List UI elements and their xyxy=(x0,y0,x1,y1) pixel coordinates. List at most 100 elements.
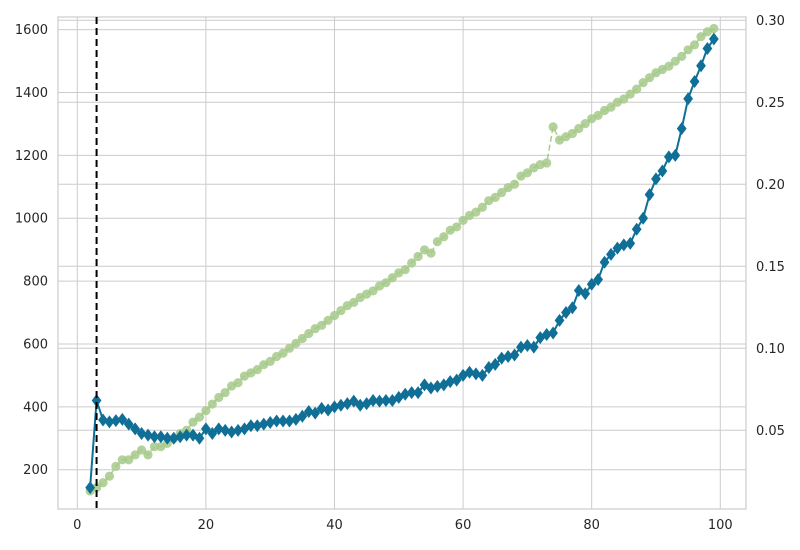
left-series-point xyxy=(168,431,179,445)
left-y-tick-label: 400 xyxy=(23,400,48,415)
left-series-point xyxy=(625,236,636,250)
right-series-point xyxy=(625,89,635,99)
left-series-point xyxy=(644,188,655,202)
right-series-point xyxy=(497,187,507,198)
right-series-point xyxy=(149,442,160,452)
left-series-point xyxy=(413,386,423,400)
right-series-point xyxy=(214,392,224,403)
x-tick-label: 40 xyxy=(326,518,343,533)
right-series-point xyxy=(381,278,391,288)
left-series-point xyxy=(503,350,513,364)
left-series-point xyxy=(252,419,263,433)
right-series-point xyxy=(509,179,520,189)
left-y-tick-labels: 200 400 600 800 1000 1200 1400 1600 xyxy=(15,23,48,478)
right-y-tick-label: 0.05 xyxy=(756,424,785,439)
left-y-tick-label: 1000 xyxy=(15,212,48,227)
left-series-point xyxy=(85,481,96,495)
left-series-point xyxy=(233,423,243,437)
right-series-point xyxy=(689,40,700,50)
left-series-point xyxy=(123,417,134,431)
left-series-point xyxy=(567,301,578,315)
right-series-point xyxy=(439,232,449,242)
left-series-point xyxy=(91,394,102,408)
right-series-point xyxy=(265,356,275,366)
left-series-point xyxy=(490,357,501,371)
left-series-point xyxy=(631,222,642,236)
right-series-point xyxy=(91,483,102,493)
left-series-point xyxy=(336,398,346,412)
left-y-tick-label: 200 xyxy=(23,463,48,478)
left-series-point xyxy=(130,422,141,436)
plot-background xyxy=(57,16,747,510)
left-series-point xyxy=(175,430,186,444)
right-series-point xyxy=(696,32,706,42)
left-series-point xyxy=(657,164,668,178)
right-series-point xyxy=(458,215,468,225)
left-series-point xyxy=(194,431,205,445)
left-series-point xyxy=(464,365,475,379)
left-series-point xyxy=(580,287,591,301)
left-series-point xyxy=(451,373,462,387)
right-series-point xyxy=(638,78,648,88)
left-series-point xyxy=(271,414,282,428)
left-series-point xyxy=(181,428,192,442)
left-series-point xyxy=(278,414,288,428)
right-y-tick-label: 0.20 xyxy=(756,178,785,193)
right-series-point xyxy=(111,461,121,471)
right-y-gridlines xyxy=(58,19,746,431)
left-series-point xyxy=(696,59,706,73)
left-series-point xyxy=(599,255,610,269)
left-y-tick-label: 800 xyxy=(23,275,48,290)
right-series-point xyxy=(471,207,481,217)
left-series-point xyxy=(297,409,308,423)
left-series-point xyxy=(496,351,507,365)
right-y-tick-label: 0.15 xyxy=(756,260,785,275)
left-series-point xyxy=(516,340,526,354)
left-series-point xyxy=(265,416,276,430)
left-series-point xyxy=(708,32,719,46)
right-series-point xyxy=(143,450,153,460)
right-series-point xyxy=(124,455,134,465)
x-tick-label: 20 xyxy=(198,518,215,533)
left-series-point xyxy=(670,148,681,162)
left-series-point xyxy=(310,406,321,420)
right-series-point xyxy=(297,333,307,344)
right-series-point xyxy=(329,310,340,321)
left-series-point xyxy=(432,379,443,393)
left-series-point xyxy=(117,412,128,426)
right-series-point xyxy=(284,343,295,353)
right-series-point xyxy=(304,328,314,339)
left-y-tick-label: 1400 xyxy=(15,86,48,101)
left-series-point xyxy=(316,401,327,415)
left-series-point xyxy=(509,348,520,362)
right-series-point xyxy=(104,471,115,481)
series-layer xyxy=(85,23,719,496)
right-y-tick-label: 0.10 xyxy=(756,342,785,357)
right-y-tick-labels: 0.05 0.10 0.15 0.20 0.25 0.30 xyxy=(756,14,785,439)
right-series-point xyxy=(336,305,346,316)
right-series-point xyxy=(606,102,616,112)
left-series-point xyxy=(426,381,436,395)
right-series-point xyxy=(452,222,462,232)
left-series-point xyxy=(541,328,552,342)
left-series-point xyxy=(528,340,539,354)
left-y-tick-label: 1200 xyxy=(15,149,48,164)
left-y-tick-label: 600 xyxy=(23,337,48,352)
right-series-point xyxy=(683,45,693,55)
x-tick-label: 100 xyxy=(708,518,733,533)
right-series-point xyxy=(252,365,262,375)
right-series-point xyxy=(548,122,558,132)
left-series-point xyxy=(110,414,121,428)
left-series-point xyxy=(374,394,385,408)
right-series-point xyxy=(432,237,442,247)
left-series-point xyxy=(213,422,224,436)
right-series-point xyxy=(542,158,552,168)
right-series-point xyxy=(490,192,500,202)
right-series-point xyxy=(207,399,217,409)
left-series-point xyxy=(207,427,218,441)
right-series-point xyxy=(670,56,680,66)
right-series-point xyxy=(709,23,719,34)
right-y-tick-label: 0.25 xyxy=(756,96,785,111)
right-series-point xyxy=(117,455,127,465)
left-series-point xyxy=(618,238,629,252)
